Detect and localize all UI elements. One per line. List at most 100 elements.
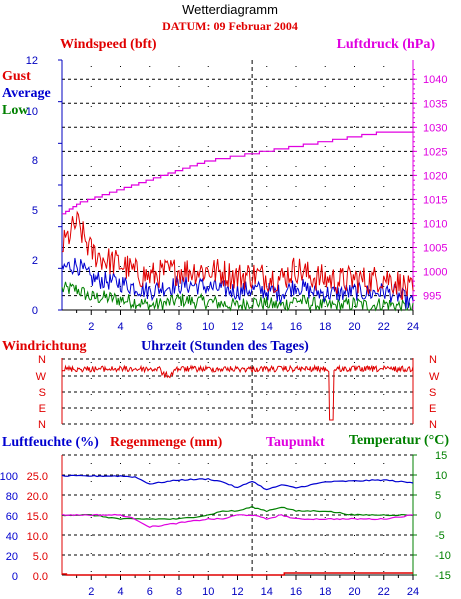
grid-dot xyxy=(207,186,209,187)
grid-dot xyxy=(90,126,92,127)
wind-direction-panel: N NW WS SE EN N xyxy=(36,354,440,431)
right-tick-label: 1025 xyxy=(423,146,447,158)
grid-dot xyxy=(178,463,180,464)
grid-dot xyxy=(149,186,151,187)
wind-direction-line xyxy=(61,364,414,421)
grid-dot xyxy=(178,226,180,227)
grid-dot xyxy=(295,499,297,500)
grid-dot xyxy=(178,378,180,379)
grid-dot xyxy=(120,106,121,107)
right-tick-label: 10 xyxy=(435,470,447,482)
grid-dot xyxy=(178,86,180,87)
grid-dot xyxy=(266,166,268,167)
grid-dot xyxy=(324,106,326,107)
grid-dot xyxy=(354,266,355,267)
humidity-tick-label: 0 xyxy=(12,571,18,583)
grid-dot xyxy=(207,206,209,207)
grid-dot xyxy=(266,246,268,247)
grid-dot xyxy=(266,394,268,395)
grid-dot xyxy=(324,306,326,307)
grid-dot xyxy=(354,378,355,379)
grid-dot xyxy=(295,378,297,379)
grid-dot xyxy=(383,394,385,395)
grid-dot xyxy=(383,410,385,411)
grid-dot xyxy=(120,535,121,536)
rain-label: Regenmenge (mm) xyxy=(110,435,223,450)
grid-dot xyxy=(120,246,121,247)
right-tick-label: 995 xyxy=(423,291,441,303)
grid-dot xyxy=(149,246,151,247)
grid-dot xyxy=(90,378,92,379)
grid-dot xyxy=(354,246,355,247)
x-tick-label: 18 xyxy=(319,586,331,598)
grid-dot xyxy=(120,306,121,307)
humidity-label: Luftfeuchte (%) xyxy=(2,435,99,450)
grid-dot xyxy=(90,146,92,147)
grid-dot xyxy=(324,394,326,395)
grid-dot xyxy=(324,226,326,227)
grid-dot xyxy=(266,362,268,363)
grid-dot xyxy=(324,166,326,167)
grid-dot xyxy=(383,106,385,107)
grid-dot xyxy=(120,499,121,500)
grid-dot xyxy=(295,206,297,207)
grid-dot xyxy=(90,517,92,518)
grid-dot xyxy=(266,553,268,554)
grid-dot xyxy=(383,246,385,247)
time-axis-label: Uhrzeit (Stunden des Tages) xyxy=(141,339,309,354)
grid-dot xyxy=(383,499,385,500)
grid-dot xyxy=(207,166,209,167)
grid-dot xyxy=(207,362,209,363)
grid-dot xyxy=(383,463,385,464)
rain-tick-label: 25.0 xyxy=(27,471,48,483)
x-tick-label: 8 xyxy=(176,321,182,333)
right-tick-label: 1000 xyxy=(423,267,447,279)
grid-dot xyxy=(324,66,326,67)
grid-dot xyxy=(383,206,385,207)
x-tick-label: 6 xyxy=(147,321,153,333)
x-tick-label: 16 xyxy=(290,586,302,598)
grid-dot xyxy=(149,394,151,395)
right-tick-label: 1035 xyxy=(423,98,447,110)
grid-dot xyxy=(90,166,92,167)
grid-dot xyxy=(383,66,385,67)
right-tick-label: 5 xyxy=(435,490,441,502)
grid-dot xyxy=(120,186,121,187)
grid-dot xyxy=(324,571,326,572)
rain-tick-label: 15.0 xyxy=(27,511,48,523)
x-tick-label: 6 xyxy=(147,586,153,598)
x-tick-label: 10 xyxy=(202,586,214,598)
grid-dot xyxy=(149,106,151,107)
grid-dot xyxy=(324,553,326,554)
grid-dot xyxy=(120,517,121,518)
grid-dot xyxy=(178,166,180,167)
grid-dot xyxy=(120,146,121,147)
grid-dot xyxy=(324,126,326,127)
x-tick-label: 8 xyxy=(176,586,182,598)
dewpoint-line xyxy=(61,513,413,528)
rain-tick-label: 10.0 xyxy=(27,531,48,543)
left-tick-label: 10 xyxy=(26,106,38,118)
grid-dot xyxy=(90,206,92,207)
grid-dot xyxy=(149,86,151,87)
grid-dot xyxy=(324,499,326,500)
humidity-tick-label: 40 xyxy=(6,531,18,543)
grid-dot xyxy=(207,246,209,247)
grid-dot xyxy=(295,166,297,167)
grid-dot xyxy=(178,535,180,536)
windspeed-label: Windspeed (bft) xyxy=(60,37,157,52)
grid-dot xyxy=(178,481,180,482)
grid-dot xyxy=(90,106,92,107)
grid-dot xyxy=(266,499,268,500)
grid-dot xyxy=(354,394,355,395)
rain-tick-label: 20.0 xyxy=(27,491,48,503)
right-tick-label: -10 xyxy=(435,550,451,562)
direction-label-left: S xyxy=(39,387,46,399)
grid-dot xyxy=(354,306,355,307)
grid-dot xyxy=(383,378,385,379)
grid-dot xyxy=(120,553,121,554)
grid-dot xyxy=(383,186,385,187)
grid-dot xyxy=(354,362,355,363)
direction-label-right: E xyxy=(429,403,436,415)
grid-dot xyxy=(178,410,180,411)
